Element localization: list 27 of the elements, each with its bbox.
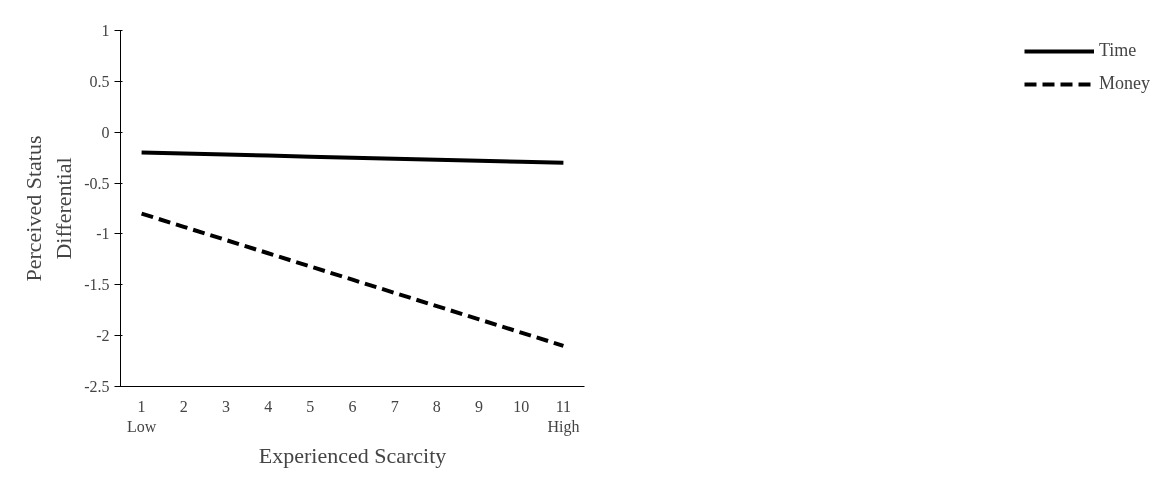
y-axis-title: Perceived Status Differential [21,135,77,282]
x-axis-title: Experienced Scarcity [258,442,447,468]
y-tick-label: -0.5 [84,174,110,192]
x-tick-label: 6 [348,397,357,415]
text: High [547,417,580,436]
x-tick-label: 5 [306,397,315,415]
text: Low [126,417,157,435]
x-tick-label: 3 [221,397,230,415]
legend-label: Money [1099,73,1150,94]
x-tick-label: 9 [475,397,484,415]
y-tick-label: 1 [101,22,110,39]
y-tick-label: -1 [96,225,110,243]
x-tick-label: 4 [264,397,273,415]
legend-label: Time [1099,40,1137,61]
y-tick-label: 0 [101,123,110,141]
line-series [139,150,566,165]
y-tick-label: 0.5 [89,72,110,90]
x-tick-label: 2 [179,397,188,415]
y-tick-label: -1.5 [84,276,110,294]
x-tick-label: 11 [555,397,572,415]
line-series [139,211,566,348]
x-tick-label: 8 [432,397,441,415]
y-tick-label: -2.5 [84,378,110,395]
y-tick-label: -2 [96,327,110,345]
x-tick-label: 1 [137,397,146,415]
x-tick-label: 7 [390,397,399,415]
x-tick-label: 10 [513,397,530,415]
